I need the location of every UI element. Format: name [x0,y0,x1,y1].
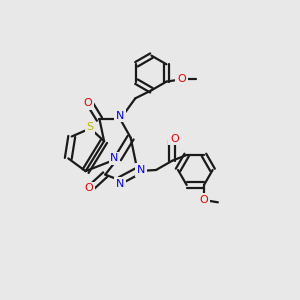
Text: N: N [110,153,119,164]
Text: O: O [83,98,92,108]
Text: N: N [137,165,145,175]
Text: O: O [85,184,93,194]
Text: S: S [87,122,94,132]
Text: N: N [116,111,124,121]
Text: O: O [170,134,179,144]
Text: O: O [200,195,208,205]
Text: O: O [177,74,186,84]
Text: N: N [116,179,124,189]
